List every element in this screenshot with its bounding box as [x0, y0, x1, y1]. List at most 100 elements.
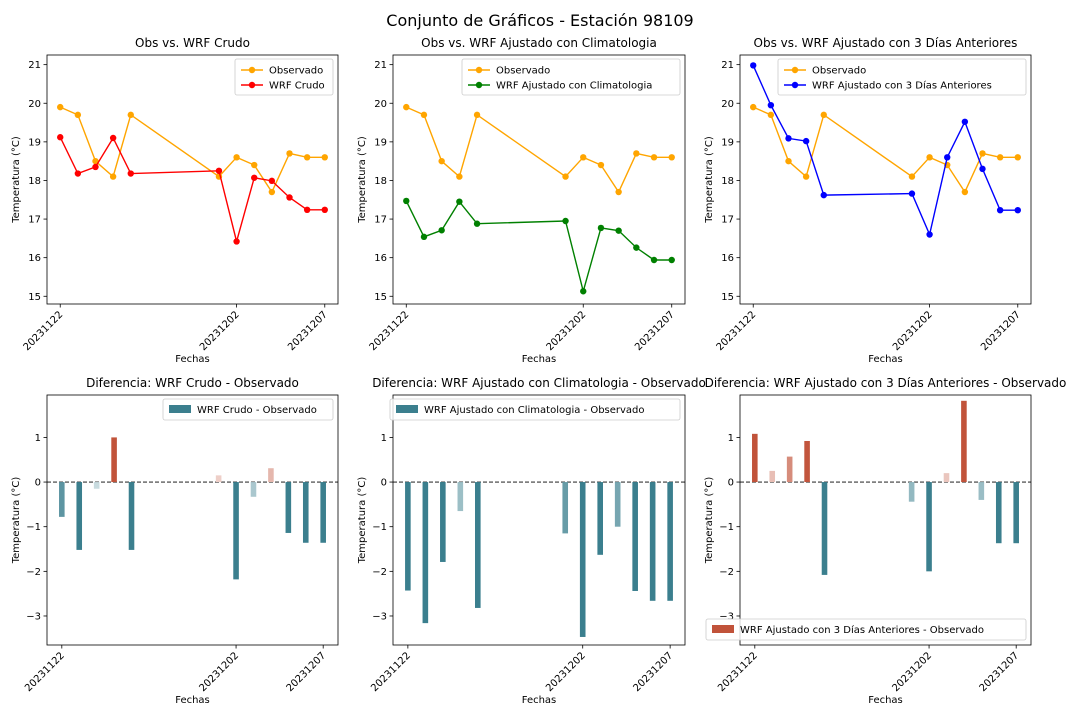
y-tick-label: 18 [374, 176, 387, 187]
y-tick-label: 17 [374, 215, 387, 226]
x-axis-label: Fechas [175, 354, 210, 365]
data-point [74, 111, 82, 119]
bar [76, 482, 83, 550]
y-tick-label: 21 [28, 60, 41, 71]
data-point [633, 150, 640, 157]
axes-frame [392, 54, 686, 305]
data-point [251, 174, 258, 181]
x-axis-label: Fechas [868, 354, 903, 365]
data-point [438, 227, 445, 234]
data-point [92, 163, 99, 171]
bar [250, 482, 257, 497]
data-point [321, 154, 328, 161]
legend-bar-swatch [396, 405, 418, 413]
data-point [944, 154, 951, 161]
bar [667, 482, 673, 601]
y-tick-label: 1 [728, 433, 734, 444]
data-point [802, 173, 810, 180]
series-line [59, 136, 325, 245]
bar [821, 482, 828, 575]
legend-bar-swatch [169, 405, 191, 413]
subplot-title: Obs vs. WRF Ajustado con Climatologia [421, 36, 657, 50]
y-tick-label: 1 [35, 433, 41, 444]
data-point [767, 101, 775, 109]
data-point [420, 111, 428, 119]
subplot-1: Obs vs. WRF Crudo 15 16 17 18 19 20 21 20231122 2… [11, 36, 339, 365]
bar [632, 482, 638, 591]
data-point [403, 103, 410, 111]
legend-marker [475, 81, 483, 89]
y-tick-label: 0 [728, 478, 734, 489]
data-point [926, 154, 933, 161]
data-point [908, 190, 916, 197]
legend-box [461, 58, 681, 96]
data-point [996, 206, 1004, 214]
y-tick-label: 18 [28, 176, 41, 187]
x-tick-label: 20231202 [544, 650, 588, 694]
bar [128, 482, 135, 550]
data-point [321, 206, 328, 214]
subplot-title: Diferencia: WRF Crudo - Observado [86, 376, 299, 390]
x-tick-label: 20231207 [631, 650, 675, 694]
x-tick-label: 20231202 [198, 309, 242, 353]
legend-box [777, 58, 1027, 96]
data-point [403, 197, 410, 205]
legend: Observado WRF Crudo [234, 58, 334, 96]
data-point [750, 103, 757, 111]
legend-entry: WRF Ajustado con 3 Días Anteriores [812, 80, 992, 92]
bar [457, 482, 464, 512]
data-point [750, 62, 757, 69]
bar [649, 482, 656, 601]
y-axis-label: Temperatura (°C) [11, 477, 22, 565]
x-axis-label: Fechas [175, 695, 210, 706]
legend: WRF Crudo - Observado [162, 398, 334, 421]
y-tick-label: 21 [721, 60, 734, 71]
data-point [456, 198, 463, 205]
subplot-title: Obs vs. WRF Ajustado con 3 Días Anterior… [754, 36, 1018, 50]
x-tick-label: 20231122 [369, 650, 413, 694]
bar [961, 400, 967, 483]
y-tick-label: 18 [721, 176, 734, 187]
data-point [438, 157, 445, 165]
data-point [562, 217, 569, 225]
bar [943, 473, 950, 483]
data-point [286, 194, 293, 201]
y-tick-label: 16 [374, 253, 387, 264]
legend-box [705, 618, 1027, 641]
bar [908, 482, 915, 502]
y-tick-label: −1 [719, 522, 734, 533]
axes-frame [392, 394, 686, 646]
y-tick-label: 19 [721, 137, 734, 148]
series-line [59, 106, 325, 194]
data-point [979, 165, 986, 173]
figure-title: Conjunto de Gráficos - Estación 98109 [386, 11, 694, 30]
data-point [785, 135, 792, 142]
y-tick-label: 1 [381, 433, 387, 444]
bar [579, 482, 586, 637]
legend-bar-swatch [712, 625, 734, 633]
bar [804, 440, 810, 483]
data-point [996, 154, 1004, 161]
bar [111, 437, 117, 483]
axes-frame [739, 394, 1032, 646]
data-point [109, 134, 117, 142]
bar [562, 482, 569, 534]
data-point [926, 231, 933, 238]
data-point [109, 173, 117, 180]
data-point [580, 154, 587, 161]
axes-frame [739, 54, 1032, 305]
data-point [57, 103, 64, 111]
x-tick-label: 20231202 [197, 650, 241, 694]
y-tick-label: −2 [719, 567, 734, 578]
y-axis-label: Temperatura (°C) [357, 477, 368, 565]
x-tick-label: 20231207 [978, 650, 1022, 694]
y-tick-label: 17 [28, 215, 41, 226]
data-point [650, 256, 658, 264]
axes-frame [46, 394, 339, 646]
data-point [820, 191, 827, 199]
data-point [473, 220, 481, 227]
x-tick-label: 20231122 [23, 650, 67, 694]
data-point [961, 118, 969, 125]
data-point [597, 161, 605, 169]
